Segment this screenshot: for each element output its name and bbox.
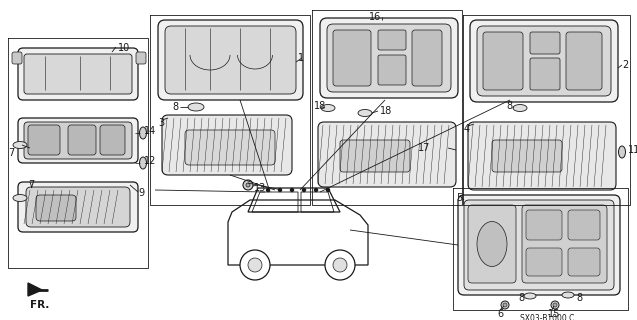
FancyBboxPatch shape xyxy=(477,26,611,96)
FancyBboxPatch shape xyxy=(185,130,275,165)
Circle shape xyxy=(290,188,294,191)
Circle shape xyxy=(278,188,282,191)
Circle shape xyxy=(240,250,270,280)
Ellipse shape xyxy=(140,127,147,139)
Ellipse shape xyxy=(13,141,27,148)
FancyBboxPatch shape xyxy=(318,122,456,187)
FancyBboxPatch shape xyxy=(100,125,125,155)
Circle shape xyxy=(246,183,250,187)
FancyBboxPatch shape xyxy=(26,187,130,227)
FancyBboxPatch shape xyxy=(18,182,138,232)
FancyBboxPatch shape xyxy=(526,210,562,240)
Text: 18: 18 xyxy=(380,106,392,116)
FancyBboxPatch shape xyxy=(530,32,560,54)
Ellipse shape xyxy=(524,293,536,299)
FancyBboxPatch shape xyxy=(568,210,600,240)
Text: 8: 8 xyxy=(172,102,178,112)
FancyBboxPatch shape xyxy=(468,205,516,283)
Ellipse shape xyxy=(358,109,372,116)
Circle shape xyxy=(303,188,306,191)
FancyBboxPatch shape xyxy=(327,24,451,92)
Ellipse shape xyxy=(619,146,626,158)
Circle shape xyxy=(553,303,557,307)
Circle shape xyxy=(248,258,262,272)
Text: 8: 8 xyxy=(576,293,582,303)
Ellipse shape xyxy=(513,105,527,111)
Ellipse shape xyxy=(562,292,574,298)
FancyBboxPatch shape xyxy=(483,32,523,90)
FancyBboxPatch shape xyxy=(12,52,22,64)
FancyBboxPatch shape xyxy=(136,52,146,64)
FancyBboxPatch shape xyxy=(458,195,620,295)
FancyBboxPatch shape xyxy=(526,248,562,276)
FancyBboxPatch shape xyxy=(566,32,602,90)
Text: 15: 15 xyxy=(548,309,561,319)
Circle shape xyxy=(325,250,355,280)
FancyBboxPatch shape xyxy=(378,30,406,50)
Text: FR.: FR. xyxy=(30,300,50,310)
Ellipse shape xyxy=(188,103,204,111)
Circle shape xyxy=(551,301,559,309)
Text: 10: 10 xyxy=(118,43,130,53)
Ellipse shape xyxy=(321,105,335,111)
FancyBboxPatch shape xyxy=(530,58,560,90)
FancyBboxPatch shape xyxy=(568,248,600,276)
Text: SX03-B1000 C: SX03-B1000 C xyxy=(520,314,575,320)
FancyBboxPatch shape xyxy=(464,200,614,290)
Circle shape xyxy=(266,188,269,191)
FancyBboxPatch shape xyxy=(18,48,138,100)
Polygon shape xyxy=(28,283,42,296)
FancyBboxPatch shape xyxy=(36,195,76,221)
Text: 13: 13 xyxy=(254,183,266,193)
Circle shape xyxy=(501,301,509,309)
Text: 7: 7 xyxy=(28,180,34,190)
Circle shape xyxy=(243,180,253,190)
Ellipse shape xyxy=(140,157,147,169)
FancyBboxPatch shape xyxy=(333,30,371,86)
Text: 18: 18 xyxy=(314,101,326,111)
Text: 7: 7 xyxy=(8,148,14,158)
Text: 4: 4 xyxy=(464,124,470,134)
FancyBboxPatch shape xyxy=(378,55,406,85)
Circle shape xyxy=(327,188,329,191)
FancyBboxPatch shape xyxy=(468,122,616,190)
Circle shape xyxy=(503,303,507,307)
Text: 12: 12 xyxy=(144,156,156,166)
FancyBboxPatch shape xyxy=(320,18,458,98)
Text: 5: 5 xyxy=(456,193,462,203)
Text: 2: 2 xyxy=(622,60,628,70)
FancyBboxPatch shape xyxy=(522,205,607,283)
FancyBboxPatch shape xyxy=(470,20,618,102)
Text: 1: 1 xyxy=(298,53,304,63)
FancyBboxPatch shape xyxy=(18,118,138,163)
Text: 9: 9 xyxy=(138,188,144,198)
Text: 17: 17 xyxy=(418,143,431,153)
Text: 3: 3 xyxy=(158,118,164,128)
Text: 8: 8 xyxy=(506,101,512,111)
Text: 8: 8 xyxy=(518,293,524,303)
Text: 11: 11 xyxy=(628,145,637,155)
Ellipse shape xyxy=(13,195,27,202)
Text: 6: 6 xyxy=(497,309,503,319)
Text: 14: 14 xyxy=(144,126,156,136)
FancyBboxPatch shape xyxy=(340,140,410,172)
FancyBboxPatch shape xyxy=(412,30,442,86)
FancyBboxPatch shape xyxy=(158,20,303,100)
Circle shape xyxy=(333,258,347,272)
FancyBboxPatch shape xyxy=(28,125,60,155)
Ellipse shape xyxy=(477,221,507,267)
FancyBboxPatch shape xyxy=(24,54,132,94)
FancyBboxPatch shape xyxy=(68,125,96,155)
FancyBboxPatch shape xyxy=(24,122,132,159)
FancyBboxPatch shape xyxy=(162,115,292,175)
FancyBboxPatch shape xyxy=(492,140,562,172)
Circle shape xyxy=(315,188,317,191)
FancyBboxPatch shape xyxy=(165,26,296,94)
Text: 16: 16 xyxy=(369,12,381,22)
